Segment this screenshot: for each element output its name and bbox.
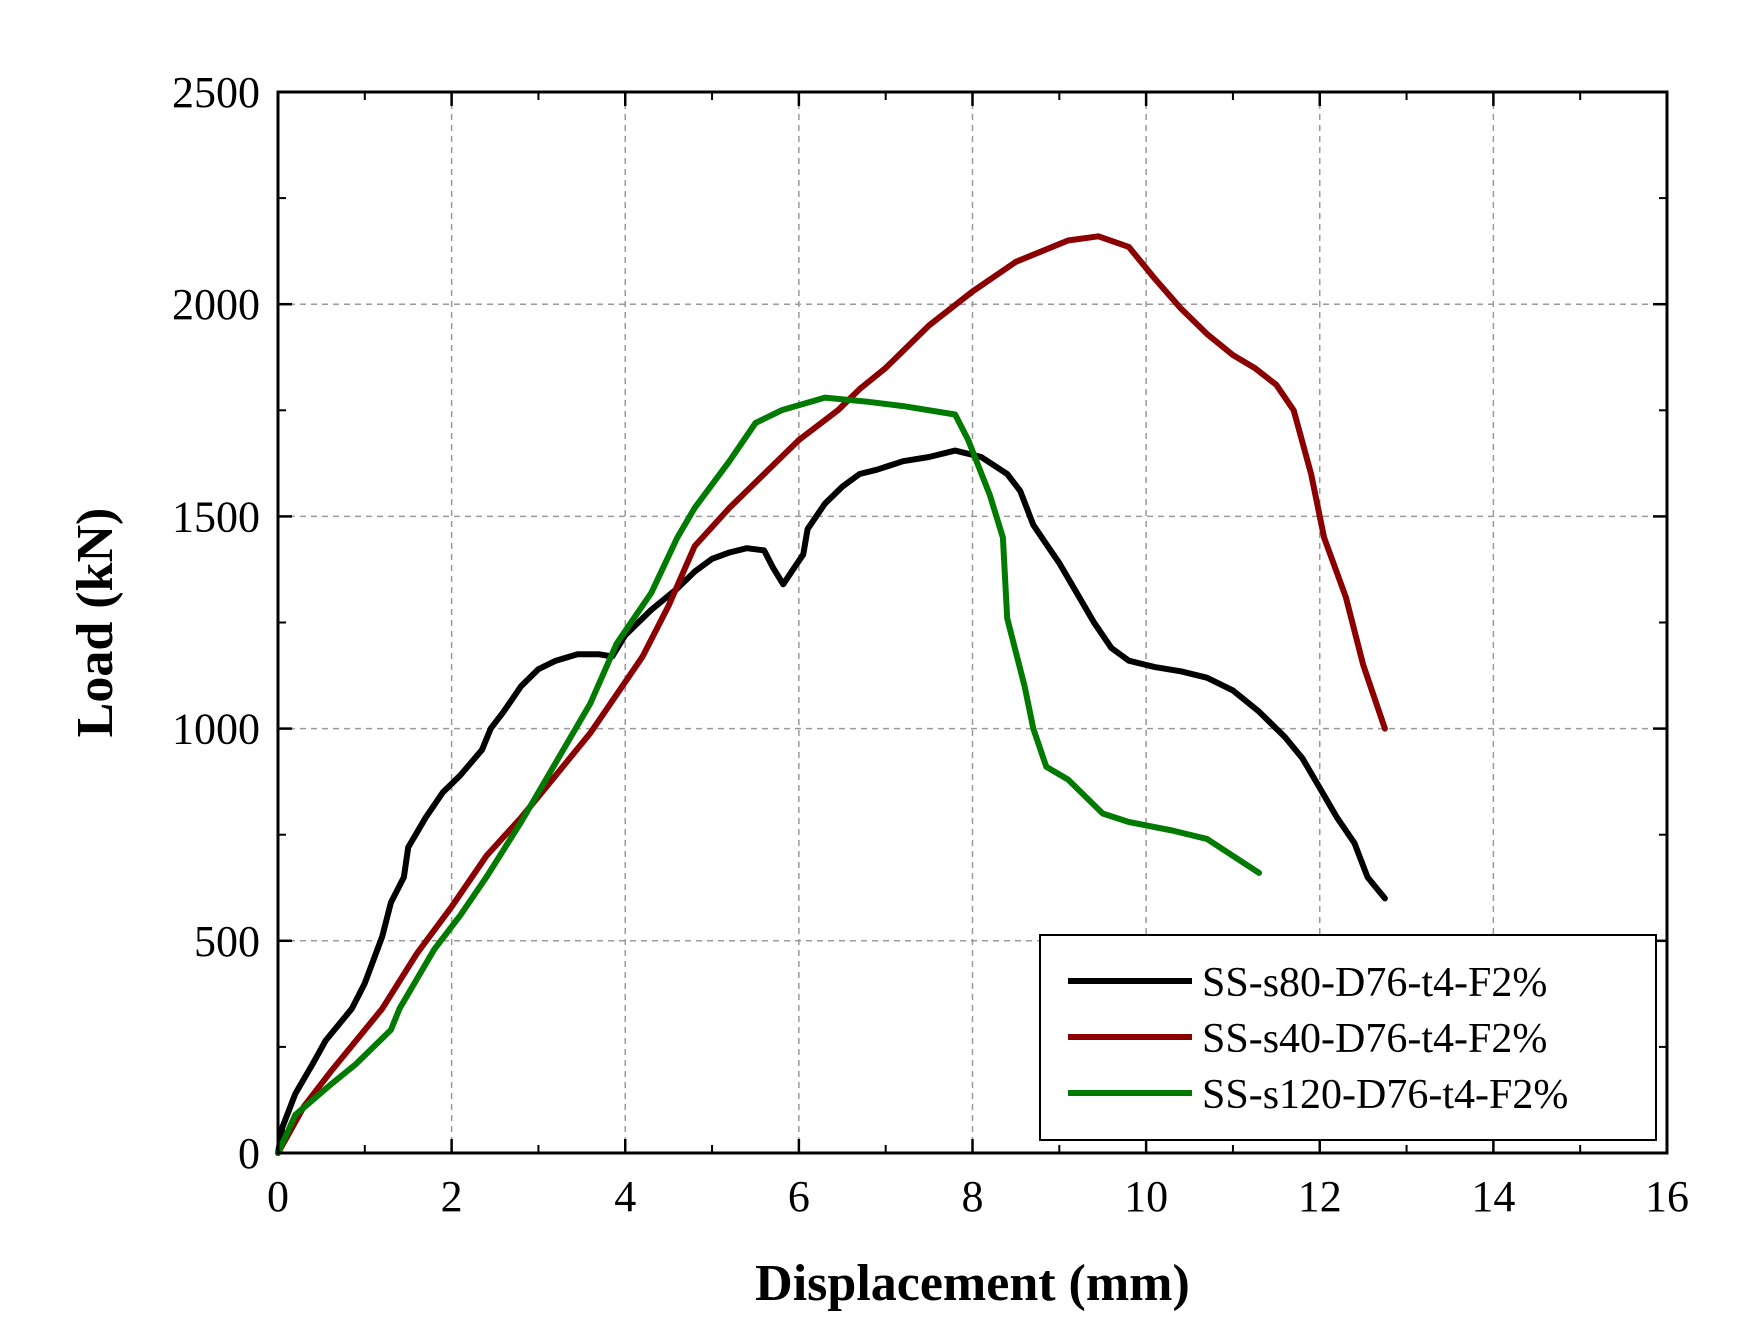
x-tick-label: 14 [1471, 1172, 1515, 1221]
y-tick-label: 0 [238, 1129, 260, 1178]
legend: SS-s80-D76-t4-F2% SS-s40-D76-t4-F2% SS-s… [1039, 934, 1657, 1141]
x-tick-label: 2 [441, 1172, 463, 1221]
grid-lines [278, 92, 1667, 1153]
x-tick-label: 12 [1298, 1172, 1342, 1221]
axis-tick-labels: 0 2 4 6 8 10 12 14 16 0 500 1000 1500 2000 2500 [172, 68, 1689, 1221]
y-tick-label: 2000 [172, 280, 260, 329]
series-line-0 [275, 447, 1388, 1156]
x-tick-label: 8 [962, 1172, 984, 1221]
x-tick-label: 16 [1645, 1172, 1689, 1221]
y-tick-label: 1500 [172, 492, 260, 541]
y-tick-label: 1000 [172, 705, 260, 754]
legend-label-s40: SS-s40-D76-t4-F2% [1202, 1016, 1547, 1062]
x-tick-label: 0 [267, 1172, 289, 1221]
axis-ticks [276, 90, 1669, 1155]
legend-label-s120: SS-s120-D76-t4-F2% [1202, 1072, 1568, 1118]
series-lines [275, 233, 1388, 1156]
x-tick-label: 6 [788, 1172, 810, 1221]
series-line-2 [275, 394, 1262, 1156]
x-tick-label: 10 [1124, 1172, 1168, 1221]
series-line-1 [275, 233, 1388, 1156]
x-axis-title: Displacement (mm) [755, 1255, 1190, 1312]
legend-label-s80: SS-s80-D76-t4-F2% [1202, 960, 1547, 1006]
x-tick-label: 4 [614, 1172, 636, 1221]
y-tick-label: 500 [194, 917, 260, 966]
y-tick-label: 2500 [172, 68, 260, 117]
y-axis-title: Load (kN) [67, 508, 124, 738]
